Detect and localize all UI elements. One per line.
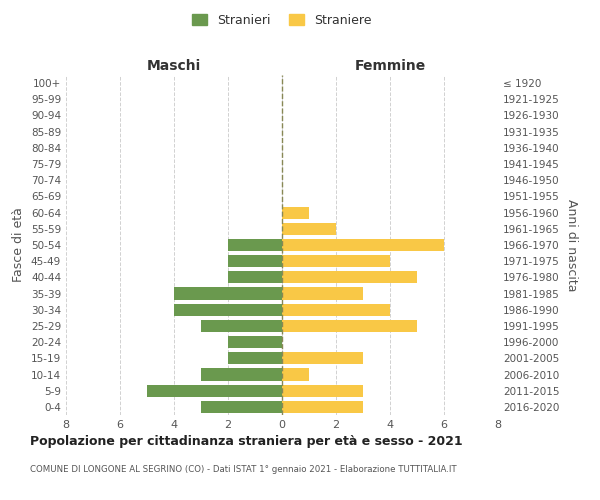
Bar (228, 336, 282, 348)
Bar (201, 401, 282, 413)
Bar (201, 368, 282, 380)
Bar (282, 222, 336, 235)
Bar (228, 352, 282, 364)
Bar (174, 288, 282, 300)
Bar (228, 272, 282, 283)
Bar (201, 320, 282, 332)
Bar (228, 255, 282, 268)
Y-axis label: Anni di nascita: Anni di nascita (565, 198, 578, 291)
Bar (282, 239, 444, 251)
Bar (282, 272, 417, 283)
Bar (174, 304, 282, 316)
Bar (282, 384, 363, 397)
Bar (282, 255, 390, 268)
Bar (282, 304, 390, 316)
Legend: Stranieri, Straniere: Stranieri, Straniere (187, 8, 377, 32)
Bar (282, 288, 363, 300)
Text: Popolazione per cittadinanza straniera per età e sesso - 2021: Popolazione per cittadinanza straniera p… (30, 435, 463, 448)
Bar (282, 320, 417, 332)
Bar (228, 239, 282, 251)
Bar (282, 206, 309, 218)
Bar (282, 368, 309, 380)
Text: COMUNE DI LONGONE AL SEGRINO (CO) - Dati ISTAT 1° gennaio 2021 - Elaborazione TU: COMUNE DI LONGONE AL SEGRINO (CO) - Dati… (30, 465, 457, 474)
Bar (147, 384, 282, 397)
Bar (282, 352, 363, 364)
Y-axis label: Fasce di età: Fasce di età (13, 208, 25, 282)
Text: Femmine: Femmine (355, 58, 425, 72)
Bar (282, 401, 363, 413)
Text: Maschi: Maschi (147, 58, 201, 72)
